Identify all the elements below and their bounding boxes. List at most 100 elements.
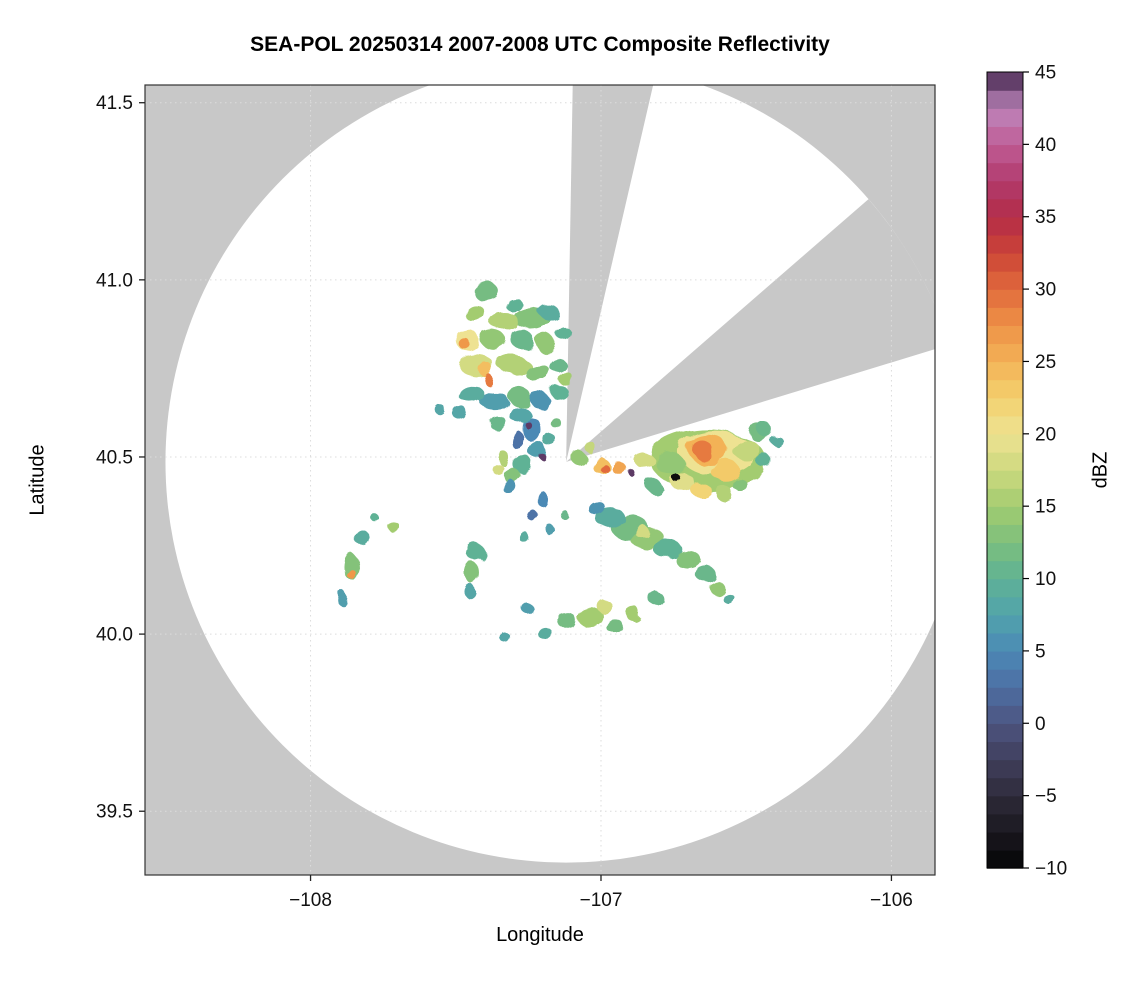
colorbar-segment: [987, 759, 1023, 779]
plot-area: [145, 85, 935, 875]
echo-blob: [549, 416, 560, 427]
echo-blob: [509, 430, 525, 449]
echo-blob: [520, 533, 531, 544]
colorbar-segment: [987, 379, 1023, 399]
echo-blob: [628, 609, 644, 624]
colorbar-segment: [987, 90, 1023, 109]
colorbar-segment: [987, 542, 1023, 562]
colorbar-label: dBZ: [1089, 451, 1112, 489]
echo-blob: [542, 432, 555, 447]
echo-blob: [599, 463, 609, 473]
x-axis-label: Longitude: [496, 924, 584, 946]
colorbar-segment: [987, 632, 1023, 652]
echo-blob: [388, 523, 402, 533]
colorbar-segment: [987, 361, 1023, 381]
colorbar-segment: [987, 252, 1023, 272]
echo-blob: [634, 525, 649, 538]
colorbar-segment: [987, 849, 1023, 869]
x-tick-label: −107: [580, 890, 623, 911]
echo-blob: [370, 513, 379, 521]
echo-blob: [347, 568, 356, 580]
echo-blob: [714, 485, 732, 500]
echo-blob: [480, 331, 507, 349]
colorbar-tick-label: 5: [1035, 641, 1046, 662]
colorbar-segment: [987, 470, 1023, 489]
colorbar-tick-label: 15: [1035, 497, 1056, 518]
x-tick-label: −106: [870, 890, 913, 911]
colorbar-segment: [987, 415, 1023, 435]
echo-blob: [695, 565, 716, 582]
echo-blob: [529, 393, 551, 408]
echo-field: [336, 281, 782, 643]
echo-blob: [634, 453, 655, 468]
colorbar-segment: [987, 307, 1023, 326]
colorbar-tick-label: −10: [1035, 859, 1067, 880]
colorbar-segment: [987, 162, 1023, 182]
echo-blob: [711, 460, 741, 482]
echo-blob: [496, 449, 509, 465]
colorbar-tick-label: 10: [1035, 569, 1056, 590]
colorbar-segment: [987, 234, 1023, 254]
y-tick-label: 39.5: [96, 802, 133, 823]
echo-blob: [656, 453, 686, 475]
echo-blob: [490, 313, 520, 332]
echo-blob: [769, 433, 782, 445]
colorbar-segment: [987, 126, 1023, 146]
colorbar-segment: [987, 741, 1023, 761]
echo-blob: [482, 373, 493, 385]
colorbar-segment: [987, 650, 1023, 670]
echo-blob: [525, 421, 532, 429]
echo-blob: [586, 499, 604, 514]
colorbar-segment: [987, 705, 1023, 724]
echo-blob: [508, 387, 532, 406]
echo-blob: [500, 478, 516, 493]
colorbar-segment: [987, 289, 1023, 308]
echo-blob: [505, 297, 523, 312]
colorbar-segment: [987, 433, 1023, 453]
plot-frame: [144, 84, 936, 876]
colorbar-segment: [987, 325, 1023, 345]
y-tick-label: 40.0: [96, 625, 133, 646]
echo-blob: [733, 439, 760, 461]
echo-blob: [675, 550, 702, 569]
echo-blob: [558, 509, 568, 519]
echo-blob: [557, 611, 575, 629]
echo-blob: [606, 619, 625, 635]
colorbar-frame: [986, 71, 1024, 869]
colorbar-segment: [987, 831, 1023, 851]
echo-blob: [522, 603, 535, 615]
y-tick-label: 41.5: [96, 93, 133, 114]
colorbar-tick-label: 35: [1035, 207, 1056, 228]
colorbar-tick-label: 25: [1035, 352, 1056, 373]
colorbar-segment: [987, 488, 1023, 507]
echo-blob: [467, 543, 485, 562]
radar-coverage-circle: [165, 85, 935, 863]
colorbar-segment: [987, 343, 1023, 363]
colorbar-tick-label: 45: [1035, 63, 1056, 84]
echo-blob: [722, 593, 735, 604]
colorbar-segment: [987, 560, 1023, 580]
echo-blob: [464, 584, 477, 599]
colorbar-segment: [987, 669, 1023, 688]
colorbar-segment: [987, 451, 1023, 471]
plot-title: SEA-POL 20250314 2007-2008 UTC Composite…: [250, 33, 830, 56]
colorbar: −10 −5 0 5 10 15 20 25 30 35 40 45: [986, 63, 1067, 880]
colorbar-segment: [987, 777, 1023, 797]
echo-blob: [555, 325, 571, 341]
echo-blob: [529, 510, 539, 524]
colorbar-segment: [987, 144, 1023, 164]
colorbar-segment: [987, 180, 1023, 200]
colorbar-segment: [987, 524, 1023, 544]
colorbar-segment: [987, 687, 1023, 706]
echo-blob: [709, 580, 725, 596]
echo-blob: [653, 540, 683, 558]
echo-blob: [535, 334, 556, 353]
colorbar-segment: [987, 795, 1023, 815]
echo-blob: [540, 453, 546, 461]
echo-blob: [611, 461, 626, 474]
colorbar-tick-label: 30: [1035, 280, 1056, 301]
echo-blob: [547, 526, 556, 537]
echo-blob: [490, 462, 503, 473]
echo-blob: [537, 491, 548, 508]
